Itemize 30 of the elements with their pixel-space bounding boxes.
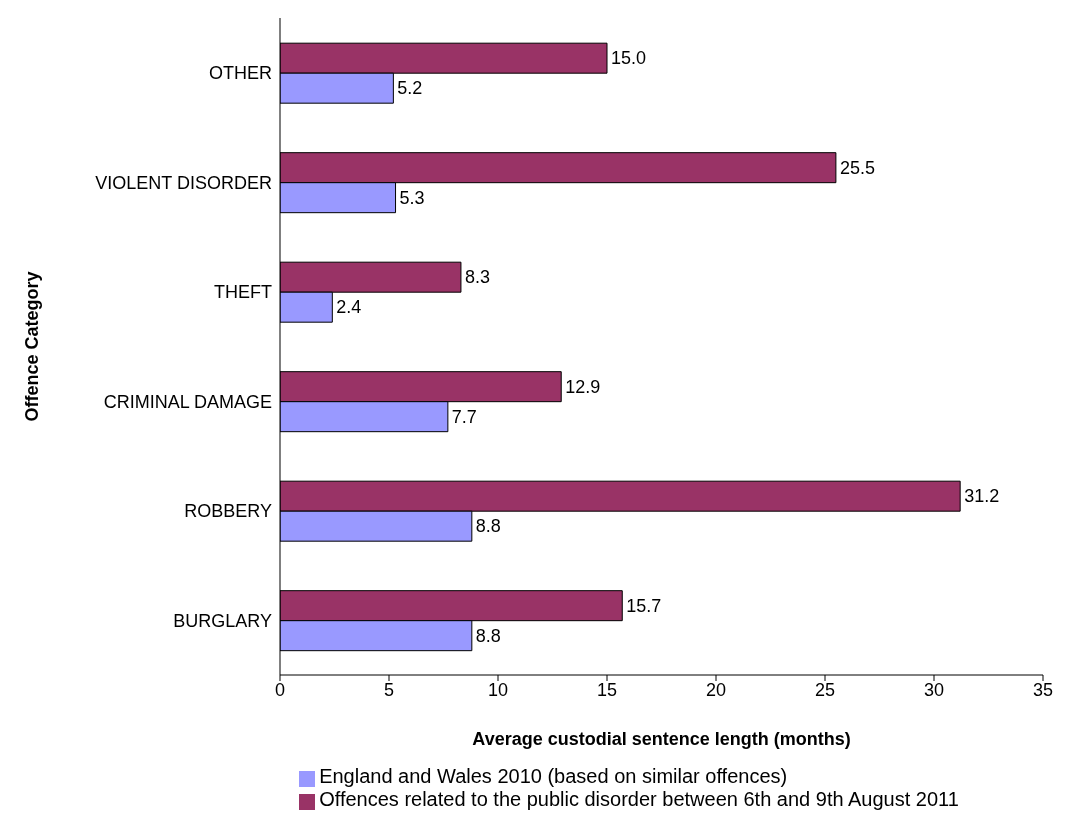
data-label: 5.2 [397, 78, 423, 99]
data-label: 25.5 [839, 157, 875, 178]
x-tick-label: 20 [705, 679, 727, 700]
y-tick-label: ROBBERY [184, 501, 272, 522]
y-axis-title: Offence Category [22, 271, 43, 422]
legend-label: Offences related to the public disorder between 6th and 9th August 2011 [319, 788, 959, 810]
x-tick-label: 5 [383, 679, 395, 700]
x-tick-label: 15 [596, 679, 618, 700]
data-label: 2.4 [336, 297, 362, 318]
data-label: 8.8 [475, 625, 501, 646]
x-tick-label: 25 [814, 679, 836, 700]
data-label: 31.2 [964, 486, 1000, 507]
data-label: 12.9 [565, 376, 601, 397]
y-tick-label: OTHER [209, 63, 272, 84]
data-label: 8.8 [475, 516, 501, 537]
data-label: 7.7 [451, 406, 477, 427]
legend-label: England and Wales 2010 (based on similar offences) [319, 765, 788, 787]
x-tick-label: 30 [923, 679, 945, 700]
y-tick-label: BURGLARY [173, 610, 272, 631]
y-tick-label: CRIMINAL DAMAGE [103, 391, 272, 412]
y-tick-label: THEFT [214, 282, 272, 303]
y-tick-label: VIOLENT DISORDER [95, 172, 272, 193]
data-label: 5.3 [399, 187, 425, 208]
x-axis-title: Average custodial sentence length (months) [472, 729, 851, 749]
x-tick-label: 35 [1032, 679, 1054, 700]
x-tick-label: 10 [487, 679, 509, 700]
data-label: 15.0 [611, 48, 647, 69]
data-label: 15.7 [626, 595, 662, 616]
x-tick-label: 0 [274, 679, 286, 700]
data-label: 8.3 [464, 267, 490, 288]
